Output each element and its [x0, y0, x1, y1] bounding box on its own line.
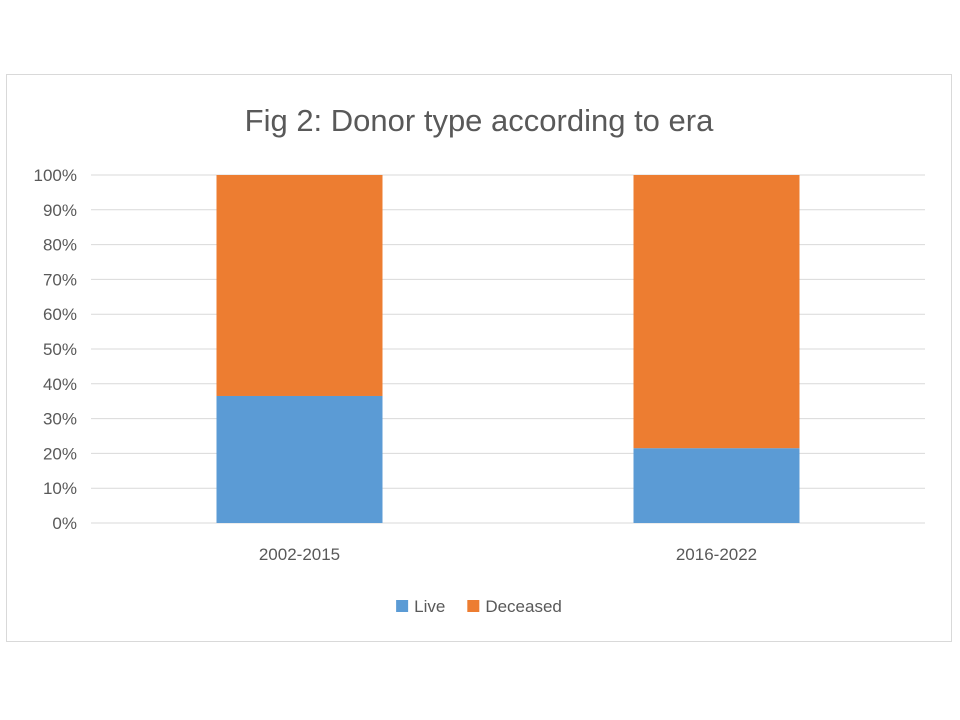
grid-lines	[91, 174, 925, 524]
bars	[216, 175, 800, 523]
legend-label-deceased: Deceased	[485, 597, 562, 616]
y-axis-ticks: 0% 10% 20% 30% 40% 50% 60% 70% 80% 90% 100%	[34, 166, 77, 533]
legend-swatch-deceased	[467, 600, 480, 612]
y-tick-label: 0%	[52, 514, 77, 533]
chart-svg: Fig 2: Donor type according to era 0% 10%…	[34, 103, 925, 616]
bar-live-2002-2015	[216, 395, 383, 523]
bar-live-2016-2022	[633, 448, 800, 523]
y-tick-label: 30%	[43, 410, 77, 429]
y-tick-label: 10%	[43, 479, 77, 498]
chart-frame: Fig 2: Donor type according to era 0% 10%…	[6, 74, 952, 642]
x-tick-label: 2002-2015	[259, 545, 340, 564]
legend-swatch-live	[396, 600, 409, 612]
bar-deceased-2016-2022	[633, 175, 800, 449]
y-tick-label: 50%	[43, 340, 77, 359]
bar-deceased-2002-2015	[216, 175, 383, 396]
chart-title: Fig 2: Donor type according to era	[245, 103, 714, 138]
y-tick-label: 80%	[43, 236, 77, 255]
legend: Live Deceased	[396, 597, 562, 616]
y-tick-label: 40%	[43, 375, 77, 394]
y-tick-label: 70%	[43, 270, 77, 289]
y-tick-label: 100%	[34, 166, 77, 185]
x-tick-label: 2016-2022	[676, 545, 757, 564]
y-tick-label: 90%	[43, 201, 77, 220]
legend-label-live: Live	[414, 597, 445, 616]
y-tick-label: 20%	[43, 444, 77, 463]
y-tick-label: 60%	[43, 305, 77, 324]
x-axis-ticks: 2002-2015 2016-2022	[259, 545, 757, 564]
